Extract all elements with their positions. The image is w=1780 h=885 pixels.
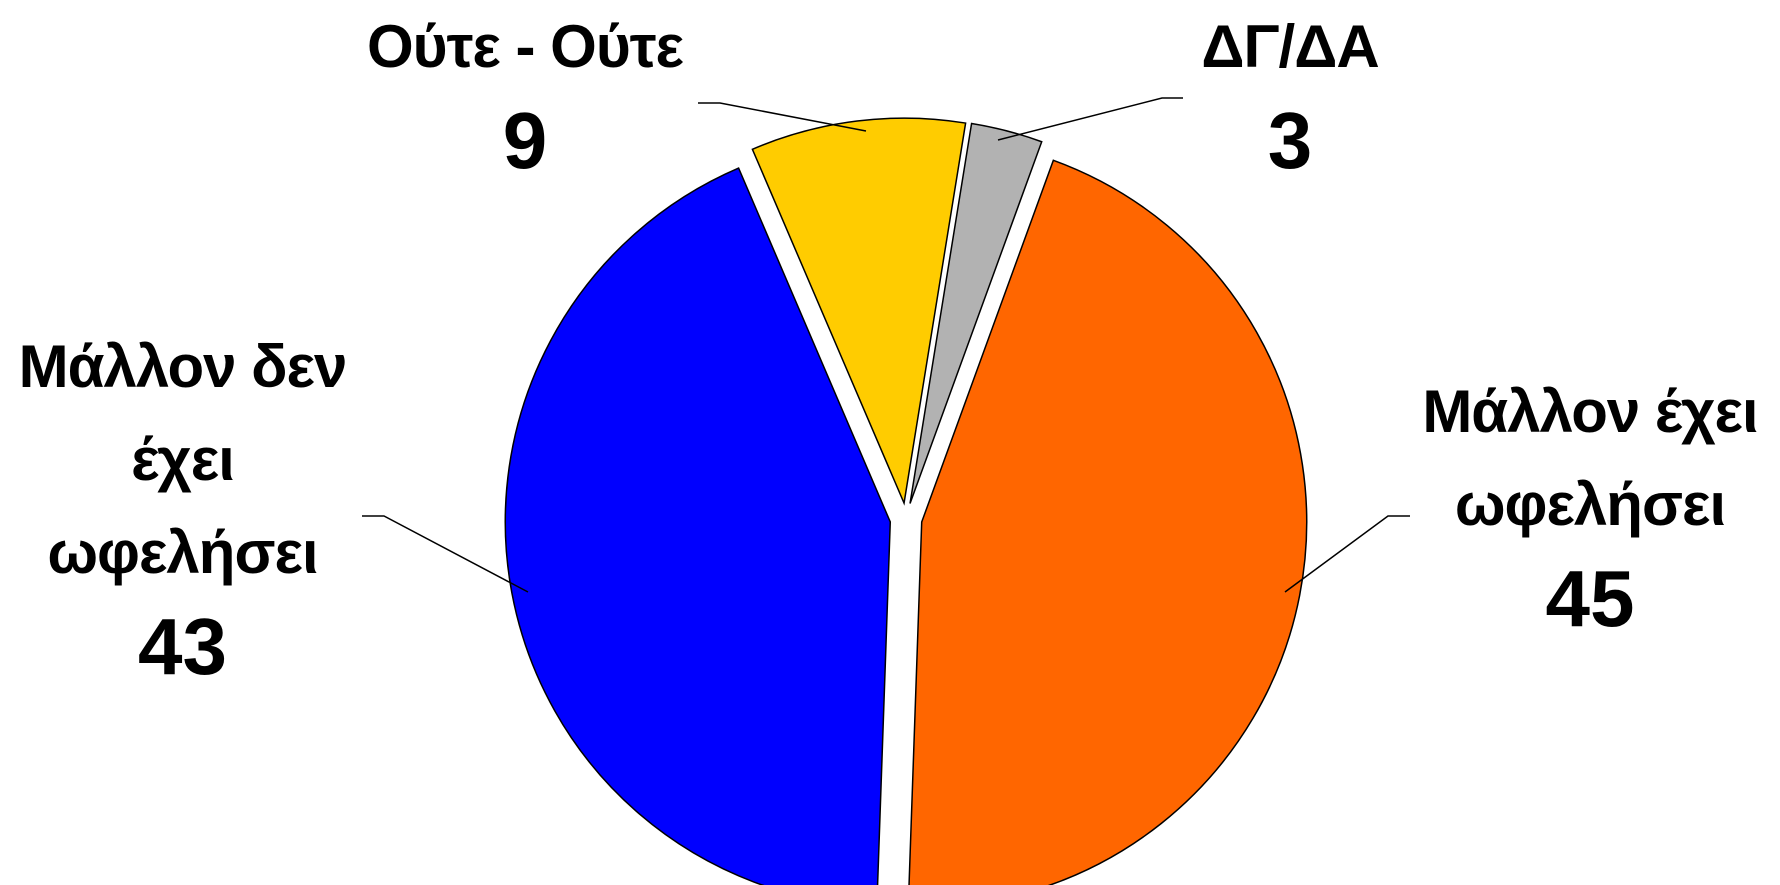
value-label: 45	[1545, 554, 1635, 643]
category-name: Μάλλον δεν έχει ωφελήσει	[18, 333, 348, 586]
leader-line	[698, 102, 867, 132]
category-name: ΔΓ/ΔΑ	[1201, 13, 1379, 80]
leader-line	[997, 97, 1183, 141]
leader-line	[362, 515, 529, 593]
pie-slice	[908, 159, 1308, 885]
category-name: Μάλλον έχει ωφελήσει	[1422, 378, 1758, 538]
slice-label: ΔΓ/ΔΑ 3	[1160, 0, 1420, 189]
slice-label: Μάλλον έχει ωφελήσει 45	[1400, 365, 1780, 647]
value-label: 9	[502, 96, 548, 185]
leader-line	[1284, 515, 1410, 593]
slice-label: Ούτε - Ούτε 9	[330, 0, 720, 189]
value-label: 3	[1267, 96, 1313, 185]
pie-slice	[504, 167, 892, 885]
category-name: Ούτε - Ούτε	[366, 13, 684, 80]
pie-slice	[751, 117, 967, 506]
pie-slice	[909, 122, 1043, 504]
slice-label: Μάλλον δεν έχει ωφελήσει 43	[0, 320, 365, 695]
value-label: 43	[138, 602, 227, 691]
